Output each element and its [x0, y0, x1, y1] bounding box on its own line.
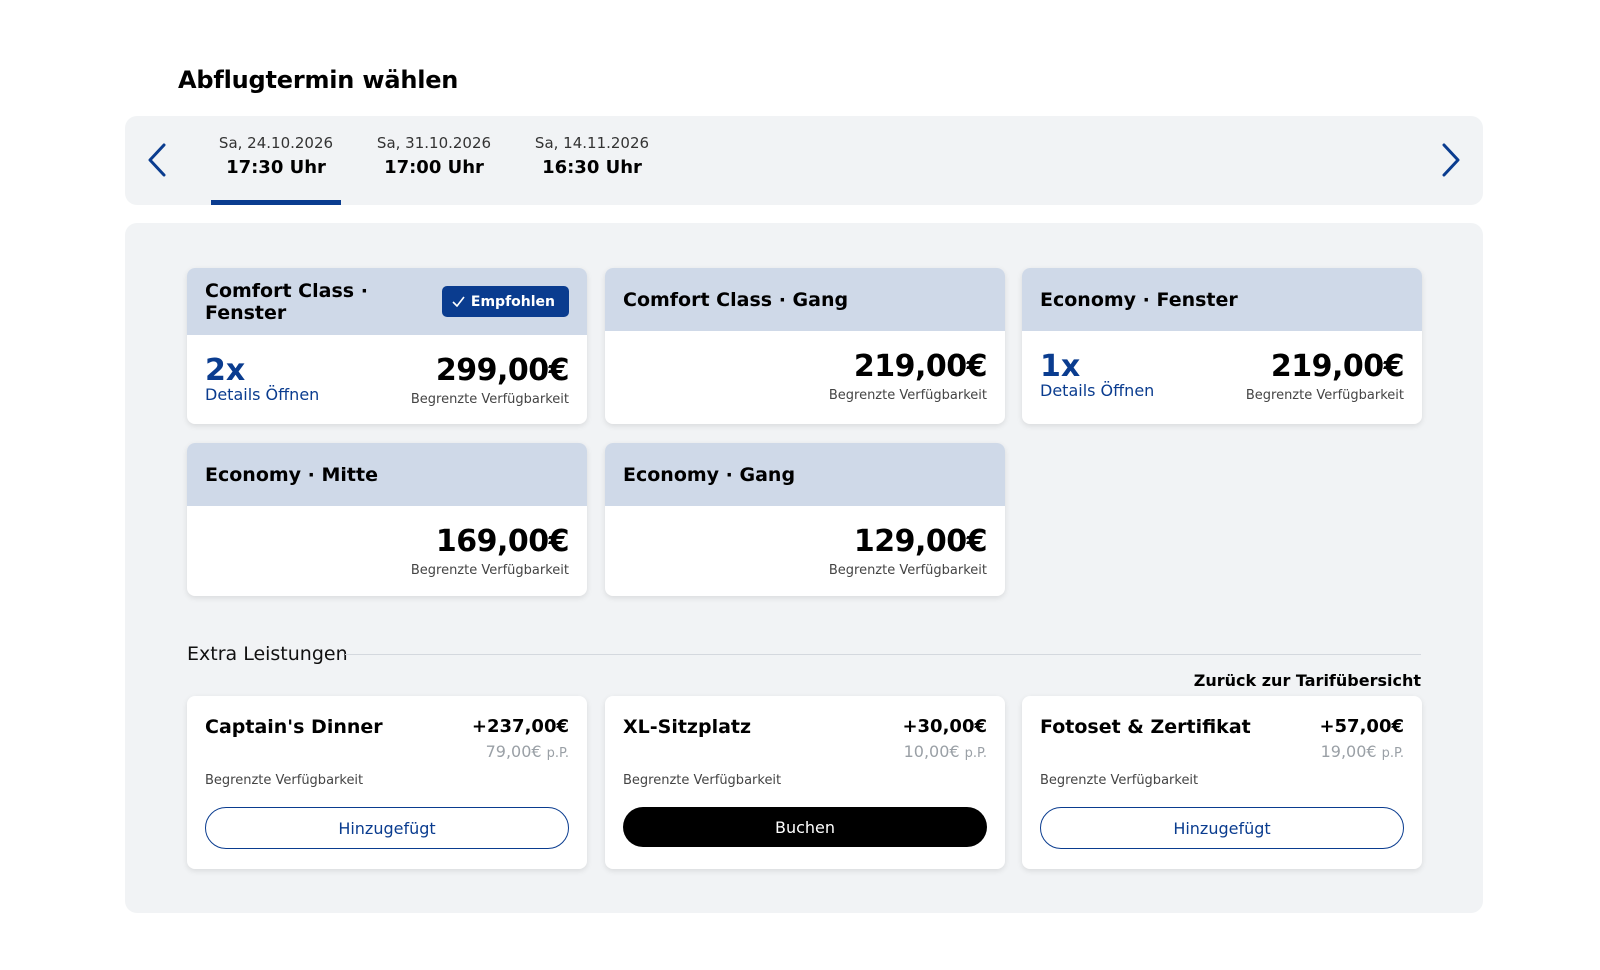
date-tab-date: Sa, 31.10.2026: [376, 134, 492, 152]
extra-price: +30,00€: [902, 716, 987, 737]
availability-text: Begrenzte Verfügbarkeit: [410, 392, 569, 407]
next-dates-button[interactable]: [1431, 138, 1471, 182]
date-selector: Sa, 24.10.2026 17:30 Uhr Sa, 31.10.2026 …: [125, 116, 1483, 205]
fare-card-header: Economy · Gang: [605, 443, 1005, 506]
extra-per-person: 19,00€ p.P.: [1321, 742, 1404, 761]
extra-per-person: 10,00€ p.P.: [904, 742, 987, 761]
added-button[interactable]: Hinzugefügt: [1040, 807, 1404, 849]
availability-text: Begrenzte Verfügbarkeit: [205, 773, 364, 788]
fare-count: 1x: [1040, 349, 1081, 384]
fare-price: 219,00€: [853, 349, 988, 384]
back-to-fares-link[interactable]: Zurück zur Tarifübersicht: [1193, 671, 1421, 690]
extras-divider: [345, 654, 1421, 655]
fare-card-body: 129,00€ Begrenzte Verfügbarkeit: [605, 506, 1005, 596]
extra-card-fotoset: Fotoset & Zertifikat +57,00€ 19,00€ p.P.…: [1022, 696, 1422, 869]
fare-card-economy-fenster[interactable]: Economy · Fenster 1x Details Öffnen 219,…: [1022, 268, 1422, 424]
recommended-badge: Empfohlen: [441, 286, 569, 317]
date-tab-time: 17:30 Uhr: [226, 157, 326, 178]
chevron-right-icon: [1442, 143, 1460, 177]
fare-title: Economy · Mitte: [205, 463, 378, 486]
extra-name: Fotoset & Zertifikat: [1040, 716, 1251, 738]
fare-title: Economy · Fenster: [1040, 288, 1238, 311]
availability-text: Begrenzte Verfügbarkeit: [828, 563, 987, 578]
extra-name: Captain's Dinner: [205, 716, 383, 738]
date-tab-2[interactable]: Sa, 31.10.2026 17:00 Uhr: [355, 116, 513, 205]
fare-count: 2x: [205, 353, 246, 388]
per-person-unit: p.P.: [964, 746, 987, 761]
fare-price: 169,00€: [435, 524, 570, 559]
fare-card-economy-gang[interactable]: Economy · Gang 129,00€ Begrenzte Verfügb…: [605, 443, 1005, 596]
availability-text: Begrenzte Verfügbarkeit: [1040, 773, 1199, 788]
per-person-price: 10,00€: [903, 742, 960, 761]
fare-card-header: Economy · Fenster: [1022, 268, 1422, 331]
fare-card-economy-mitte[interactable]: Economy · Mitte 169,00€ Begrenzte Verfüg…: [187, 443, 587, 596]
fare-card-body: 2x Details Öffnen 299,00€ Begrenzte Verf…: [187, 335, 587, 424]
date-tab-time: 16:30 Uhr: [542, 157, 642, 178]
fare-price: 219,00€: [1270, 349, 1405, 384]
availability-text: Begrenzte Verfügbarkeit: [1245, 388, 1404, 403]
extra-price: +237,00€: [471, 716, 569, 737]
fare-panel: Comfort Class · Fenster Empfohlen 2x Det…: [125, 223, 1483, 913]
extra-price: +57,00€: [1319, 716, 1404, 737]
fare-card-body: 219,00€ Begrenzte Verfügbarkeit: [605, 331, 1005, 424]
fare-price: 299,00€: [435, 353, 570, 388]
date-tab-date: Sa, 14.11.2026: [534, 134, 650, 152]
fare-card-header: Comfort Class · Fenster Empfohlen: [187, 268, 587, 335]
check-icon: [452, 296, 465, 307]
page-title: Abflugtermin wählen: [178, 66, 459, 94]
date-tabs: Sa, 24.10.2026 17:30 Uhr Sa, 31.10.2026 …: [197, 116, 671, 205]
extras-heading: Extra Leistungen: [187, 643, 348, 665]
availability-text: Begrenzte Verfügbarkeit: [410, 563, 569, 578]
fare-title: Economy · Gang: [623, 463, 796, 486]
availability-text: Begrenzte Verfügbarkeit: [623, 773, 782, 788]
per-person-price: 79,00€: [485, 742, 542, 761]
fare-card-comfort-fenster[interactable]: Comfort Class · Fenster Empfohlen 2x Det…: [187, 268, 587, 424]
fare-card-body: 1x Details Öffnen 219,00€ Begrenzte Verf…: [1022, 331, 1422, 424]
fare-card-header: Economy · Mitte: [187, 443, 587, 506]
fare-title: Comfort Class · Fenster: [205, 279, 368, 324]
fare-title: Comfort Class · Gang: [623, 288, 849, 311]
fare-card-header: Comfort Class · Gang: [605, 268, 1005, 331]
per-person-unit: p.P.: [1381, 746, 1404, 761]
extra-card-captains-dinner: Captain's Dinner +237,00€ 79,00€ p.P. Be…: [187, 696, 587, 869]
added-button[interactable]: Hinzugefügt: [205, 807, 569, 849]
chevron-left-icon: [148, 143, 166, 177]
per-person-price: 19,00€: [1320, 742, 1377, 761]
fare-card-comfort-gang[interactable]: Comfort Class · Gang 219,00€ Begrenzte V…: [605, 268, 1005, 424]
badge-label: Empfohlen: [470, 293, 555, 310]
date-tab-date: Sa, 24.10.2026: [218, 134, 334, 152]
fare-price: 129,00€: [853, 524, 988, 559]
date-tab-1[interactable]: Sa, 24.10.2026 17:30 Uhr: [197, 116, 355, 205]
details-link[interactable]: Details Öffnen: [1040, 381, 1155, 400]
prev-dates-button[interactable]: [137, 138, 177, 182]
extra-card-xl-sitzplatz: XL-Sitzplatz +30,00€ 10,00€ p.P. Begrenz…: [605, 696, 1005, 869]
extra-name: XL-Sitzplatz: [623, 716, 752, 738]
availability-text: Begrenzte Verfügbarkeit: [828, 388, 987, 403]
per-person-unit: p.P.: [546, 746, 569, 761]
details-link[interactable]: Details Öffnen: [205, 385, 320, 404]
date-tab-3[interactable]: Sa, 14.11.2026 16:30 Uhr: [513, 116, 671, 205]
fare-card-body: 169,00€ Begrenzte Verfügbarkeit: [187, 506, 587, 596]
extra-per-person: 79,00€ p.P.: [486, 742, 569, 761]
date-tab-time: 17:00 Uhr: [384, 157, 484, 178]
book-button[interactable]: Buchen: [623, 807, 987, 847]
